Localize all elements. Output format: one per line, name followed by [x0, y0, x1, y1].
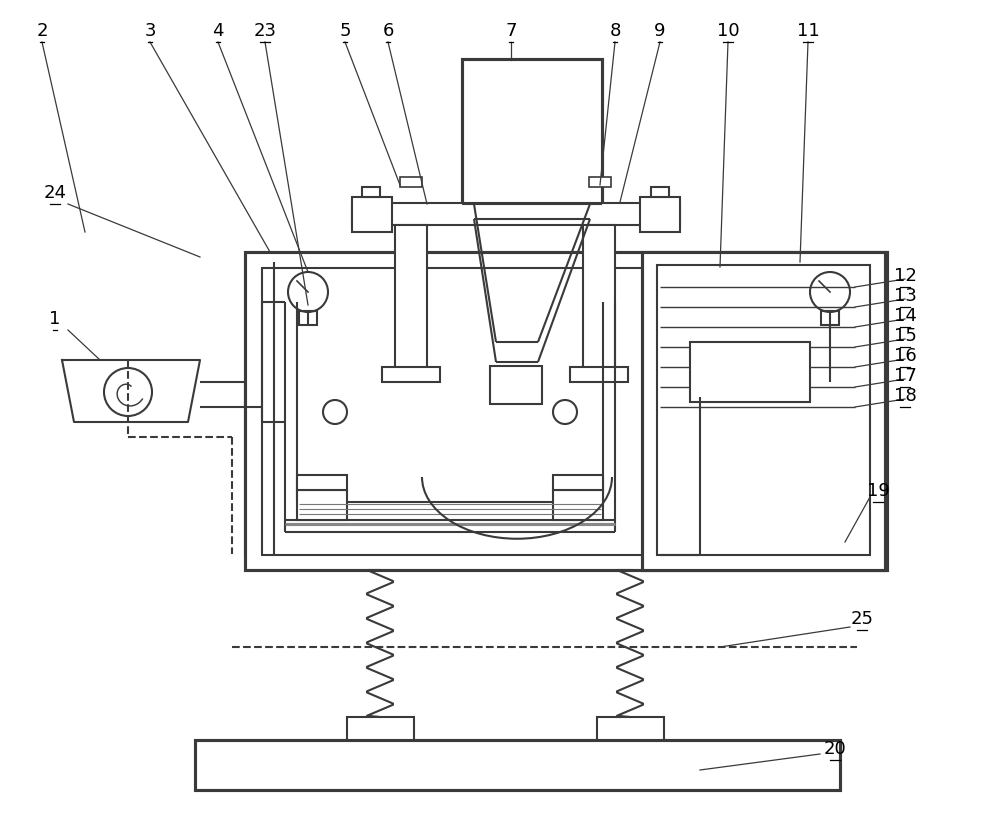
Bar [195, 740, 840, 790]
Bar [642, 252, 885, 570]
Text: 18: 18 [894, 387, 916, 405]
Bar [490, 366, 542, 404]
Bar [651, 187, 669, 197]
Text: 16: 16 [894, 347, 916, 365]
Text: 15: 15 [894, 327, 916, 345]
Bar [352, 203, 680, 225]
Text: 19: 19 [867, 482, 889, 500]
Text: 17: 17 [894, 367, 916, 385]
Bar [352, 197, 392, 232]
Text: 5: 5 [339, 22, 351, 40]
Bar [362, 187, 380, 197]
Bar [382, 367, 440, 382]
Bar [657, 265, 870, 555]
Bar [299, 311, 317, 325]
Text: 6: 6 [382, 22, 394, 40]
Bar [583, 225, 615, 372]
Polygon shape [62, 360, 200, 422]
Bar [297, 475, 347, 490]
Bar [395, 225, 427, 372]
Text: 4: 4 [212, 22, 224, 40]
Bar [347, 717, 414, 740]
Text: 2: 2 [36, 22, 48, 40]
Text: 23: 23 [254, 22, 276, 40]
Text: 24: 24 [44, 184, 66, 202]
Text: 14: 14 [894, 307, 916, 325]
Bar [297, 490, 347, 520]
Text: 20: 20 [824, 740, 846, 758]
Text: 7: 7 [505, 22, 517, 40]
Text: 9: 9 [654, 22, 666, 40]
Text: 25: 25 [850, 610, 874, 628]
Text: 12: 12 [894, 267, 916, 285]
Text: 3: 3 [144, 22, 156, 40]
Text: 11: 11 [797, 22, 819, 40]
Text: 1: 1 [49, 310, 61, 328]
Bar [262, 268, 870, 555]
Bar [462, 59, 602, 204]
Bar [821, 311, 839, 325]
Text: 8: 8 [609, 22, 621, 40]
Bar [690, 342, 810, 402]
Bar [245, 252, 887, 570]
Bar [640, 197, 680, 232]
Bar [589, 177, 611, 187]
Bar [553, 490, 603, 520]
Bar [570, 367, 628, 382]
Text: 10: 10 [717, 22, 739, 40]
Bar [400, 177, 422, 187]
Bar [597, 717, 664, 740]
Bar [553, 475, 603, 490]
Text: 13: 13 [894, 287, 916, 305]
